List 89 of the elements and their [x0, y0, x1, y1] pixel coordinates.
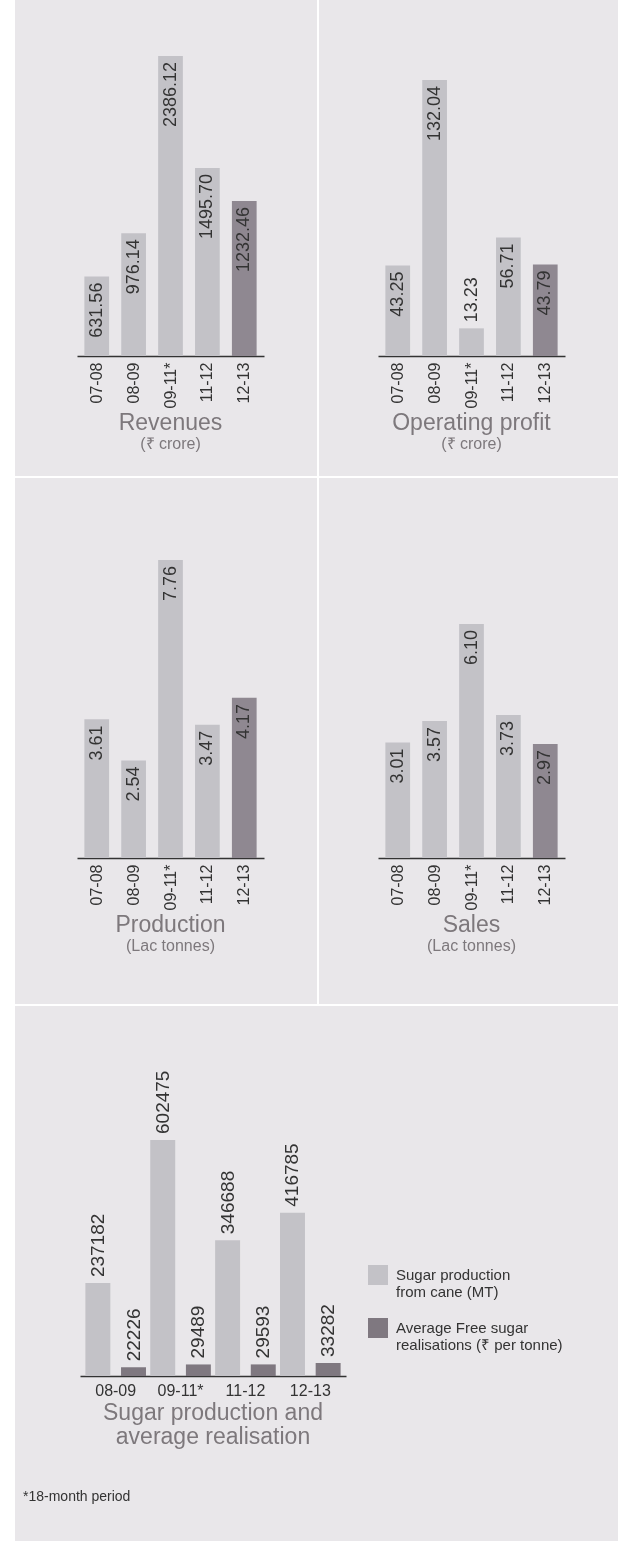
bar	[121, 1367, 146, 1376]
bar	[422, 80, 447, 356]
data-label: 43.25	[386, 271, 407, 317]
bar	[158, 560, 183, 858]
text: (Lac tonnes)	[126, 936, 215, 954]
data-label: 3.47	[196, 730, 217, 766]
bar	[121, 760, 146, 858]
x-tick-label: 12-13	[289, 1381, 331, 1399]
data-label: 3.01	[386, 748, 407, 784]
data-label: 631.56	[85, 282, 106, 338]
x-tick-label: 12-13	[235, 362, 253, 404]
legend-label: Sugar production from cane (MT)	[396, 1266, 511, 1300]
x-tick-label: 09-11*	[462, 362, 480, 409]
x-tick-label: 09-11*	[161, 362, 179, 409]
bar	[280, 1212, 305, 1376]
data-label: 4.17	[233, 703, 254, 739]
x-tick-label: 08-09	[95, 1381, 137, 1399]
bar	[195, 724, 220, 858]
text: (₹ crore)	[441, 434, 502, 452]
x-tick-label: 11-12	[198, 864, 216, 905]
data-label: 1232.46	[233, 207, 254, 273]
text: (₹ crore)	[140, 434, 201, 452]
bar	[185, 1364, 211, 1376]
data-label: 56.71	[497, 243, 518, 289]
data-label: 6.10	[460, 630, 481, 666]
bar	[158, 56, 183, 356]
bar	[121, 233, 146, 356]
text: Revenues	[118, 408, 223, 435]
bar	[315, 1362, 341, 1376]
x-tick-label: 08-09	[124, 362, 142, 404]
x-tick-label: 12-13	[536, 362, 554, 404]
bar	[532, 744, 558, 858]
bar	[385, 742, 411, 858]
data-label: 132.04	[423, 86, 444, 142]
data-label: 29593	[252, 1305, 274, 1359]
x-tick-label: 07-08	[388, 864, 406, 906]
bar	[231, 697, 257, 858]
x-tick-label: 08-09	[425, 362, 443, 404]
x-tick-label: 11-12	[499, 864, 517, 905]
data-label: 416785	[281, 1143, 303, 1207]
bar	[250, 1364, 276, 1376]
bar	[215, 1240, 241, 1376]
text: Operating profit	[392, 408, 552, 435]
data-label: 7.76	[159, 566, 180, 602]
x-tick-label: 11-12	[225, 1381, 266, 1399]
data-label: 237182	[86, 1213, 108, 1278]
data-label: 346688	[216, 1170, 238, 1235]
text: Production	[115, 910, 226, 937]
bar	[195, 167, 220, 356]
data-label: 2.54	[122, 766, 143, 802]
bar	[422, 721, 447, 858]
x-tick-label: 09-11*	[161, 864, 179, 911]
data-label: 43.79	[534, 270, 555, 316]
x-tick-label: 12-13	[235, 864, 253, 906]
data-label: 13.23	[460, 277, 481, 323]
x-tick-label: 08-09	[124, 864, 142, 906]
x-tick-label: 07-08	[87, 864, 105, 906]
bar	[459, 624, 484, 858]
x-tick-label: 08-09	[425, 864, 443, 906]
bar	[231, 201, 257, 356]
data-label: 33282	[317, 1304, 339, 1357]
data-label: 602475	[151, 1070, 173, 1134]
x-tick-label: 12-13	[536, 864, 554, 906]
bar	[496, 237, 521, 356]
bar	[84, 719, 110, 858]
bar	[459, 328, 484, 356]
x-tick-label: 07-08	[388, 362, 406, 404]
data-label: 22226	[122, 1308, 144, 1362]
data-label: 3.61	[85, 725, 106, 761]
text: *18-month period	[23, 1488, 131, 1504]
x-tick-label: 09-11*	[157, 1381, 204, 1399]
x-tick-label: 11-12	[198, 362, 216, 403]
data-label: 1495.70	[196, 173, 217, 240]
legend-label: Average Free sugar realisations (₹ per tonne)	[396, 1319, 563, 1353]
data-label: 3.73	[497, 720, 518, 756]
data-label: 2386.12	[159, 62, 180, 128]
bar	[85, 1283, 111, 1376]
x-tick-label: 11-12	[499, 362, 517, 403]
bar	[150, 1140, 176, 1376]
text: (Lac tonnes)	[427, 936, 516, 954]
text: Sales	[442, 910, 501, 937]
text: Sugar production and average realisation	[103, 1399, 323, 1449]
data-label: 976.14	[122, 239, 143, 295]
x-tick-label: 07-08	[87, 362, 105, 404]
data-label: 3.57	[423, 727, 444, 763]
bar	[496, 714, 521, 858]
data-label: 29489	[187, 1305, 209, 1359]
x-tick-label: 09-11*	[462, 864, 480, 911]
data-label: 2.97	[534, 750, 555, 786]
